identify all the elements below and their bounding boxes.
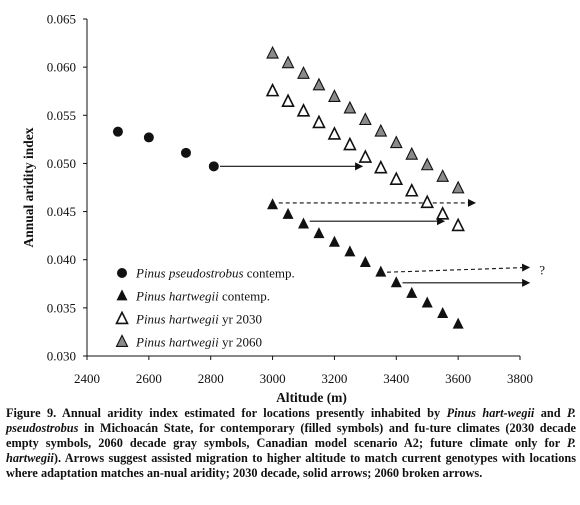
x-tick-label: 3800 bbox=[507, 371, 533, 386]
data-point-series-2 bbox=[451, 217, 465, 232]
data-point-series-2 bbox=[312, 114, 326, 129]
data-point-series-3 bbox=[358, 112, 372, 126]
data-point-series-2 bbox=[358, 149, 373, 163]
data-point-series-0 bbox=[208, 161, 219, 172]
legend-period: yr 2030 bbox=[219, 312, 262, 327]
legend: Pinus pseudostrobus contemp.Pinus hartwe… bbox=[115, 266, 295, 350]
data-point-series-1 bbox=[452, 317, 464, 329]
x-axis-title: Altitude (m) bbox=[276, 390, 347, 405]
data-point-series-2 bbox=[343, 136, 357, 151]
legend-label-3: Pinus hartwegii yr 2060 bbox=[135, 335, 262, 350]
data-point-series-0 bbox=[112, 126, 123, 137]
x-tick-label: 2800 bbox=[198, 371, 224, 386]
data-point-series-3 bbox=[420, 157, 434, 171]
data-point-series-1 bbox=[298, 217, 309, 229]
y-tick-label: 0.060 bbox=[47, 60, 76, 75]
legend-species-name: Pinus hartwegii bbox=[135, 335, 219, 350]
data-point-series-2 bbox=[404, 182, 419, 197]
data-point-series-1 bbox=[390, 276, 402, 288]
caption-species-name: P. pseudostrobus bbox=[6, 406, 576, 435]
legend-marker bbox=[115, 334, 129, 347]
chart-axes bbox=[86, 19, 520, 357]
data-point-series-2 bbox=[281, 93, 295, 108]
dashed-arrow bbox=[386, 263, 531, 273]
legend-marker bbox=[115, 310, 129, 325]
x-tick-label: 3000 bbox=[260, 371, 286, 386]
y-tick-label: 0.040 bbox=[47, 252, 76, 267]
y-tick-label: 0.065 bbox=[47, 12, 76, 27]
y-tick-label: 0.030 bbox=[47, 349, 76, 364]
legend-label-2: Pinus hartwegii yr 2030 bbox=[135, 312, 262, 327]
data-point-series-0 bbox=[180, 147, 191, 158]
data-point-series-3 bbox=[389, 135, 403, 149]
data-points bbox=[112, 45, 465, 329]
data-point-series-3 bbox=[297, 66, 310, 79]
data-point-series-3 bbox=[405, 146, 419, 160]
data-point-series-2 bbox=[265, 82, 280, 97]
data-point-series-2 bbox=[296, 103, 311, 117]
data-point-series-1 bbox=[406, 286, 418, 298]
data-point-series-1 bbox=[375, 265, 387, 277]
data-point-series-1 bbox=[344, 245, 356, 257]
data-point-series-3 bbox=[374, 123, 388, 137]
data-point-series-1 bbox=[328, 235, 340, 247]
x-tick-label: 3400 bbox=[383, 371, 409, 386]
x-tick-label: 2400 bbox=[74, 371, 100, 386]
data-point-series-2 bbox=[389, 171, 404, 185]
data-point-series-3 bbox=[266, 45, 279, 59]
data-point-series-3 bbox=[436, 169, 450, 182]
data-point-series-1 bbox=[359, 256, 371, 268]
caption-text: ). Arrows suggest assisted migration to … bbox=[6, 451, 576, 480]
data-point-series-1 bbox=[282, 207, 294, 219]
caption-species-name: P. hartwegii bbox=[6, 436, 576, 465]
caption-species-name: Pinus hart-wegii bbox=[446, 406, 535, 420]
legend-species-name: Pinus pseudostrobus bbox=[135, 266, 244, 281]
y-axis-title: Annual aridity index bbox=[21, 127, 36, 247]
data-point-series-3 bbox=[343, 100, 357, 114]
data-point-series-2 bbox=[327, 126, 342, 140]
figure-caption: Figure 9. Annual aridity index estimated… bbox=[6, 406, 576, 481]
legend-species-name: Pinus hartwegii bbox=[135, 289, 219, 304]
y-tick-label: 0.050 bbox=[47, 156, 76, 171]
data-point-series-1 bbox=[437, 307, 449, 319]
data-point-series-1 bbox=[421, 296, 433, 308]
aridity-chart: 2400 2600 2800 3000 3200 3400 3600 3800 0.030 0.0… bbox=[21, 12, 545, 406]
legend-species-name: Pinus hartwegii bbox=[135, 312, 219, 327]
data-point-series-0 bbox=[143, 132, 154, 143]
y-tick-label: 0.045 bbox=[47, 204, 76, 219]
legend-label-1: Pinus hartwegii contemp. bbox=[135, 289, 270, 304]
x-tick-label: 3600 bbox=[445, 371, 471, 386]
data-point-series-2 bbox=[420, 194, 435, 209]
x-tick-label: 3200 bbox=[321, 371, 347, 386]
question-mark-annotation: ? bbox=[539, 262, 545, 277]
legend-marker bbox=[116, 289, 128, 301]
y-tick-label: 0.055 bbox=[47, 108, 76, 123]
caption-text: in Michoacán State, for contemporary (fi… bbox=[6, 421, 576, 450]
data-point-series-3 bbox=[312, 77, 326, 91]
migration-arrows bbox=[219, 162, 531, 287]
data-point-series-3 bbox=[328, 89, 341, 102]
x-tick-label: 2600 bbox=[136, 371, 162, 386]
y-tick-label: 0.035 bbox=[47, 300, 76, 315]
data-point-series-2 bbox=[435, 206, 450, 220]
data-point-series-1 bbox=[313, 227, 325, 239]
caption-text: Figure 9. Annual aridity index estimated… bbox=[6, 406, 447, 420]
data-point-series-2 bbox=[374, 159, 388, 174]
data-point-series-3 bbox=[281, 55, 295, 69]
legend-period: contemp. bbox=[219, 289, 270, 304]
axis-ticks: 2400 2600 2800 3000 3200 3400 3600 3800 0.030 0.0… bbox=[47, 12, 533, 387]
legend-period: yr 2060 bbox=[219, 335, 262, 350]
legend-marker bbox=[117, 268, 127, 278]
legend-label-0: Pinus pseudostrobus contemp. bbox=[135, 266, 295, 281]
legend-period: contemp. bbox=[244, 266, 295, 281]
data-point-series-1 bbox=[267, 198, 279, 210]
caption-text: and bbox=[534, 406, 567, 420]
data-point-series-3 bbox=[451, 180, 465, 194]
